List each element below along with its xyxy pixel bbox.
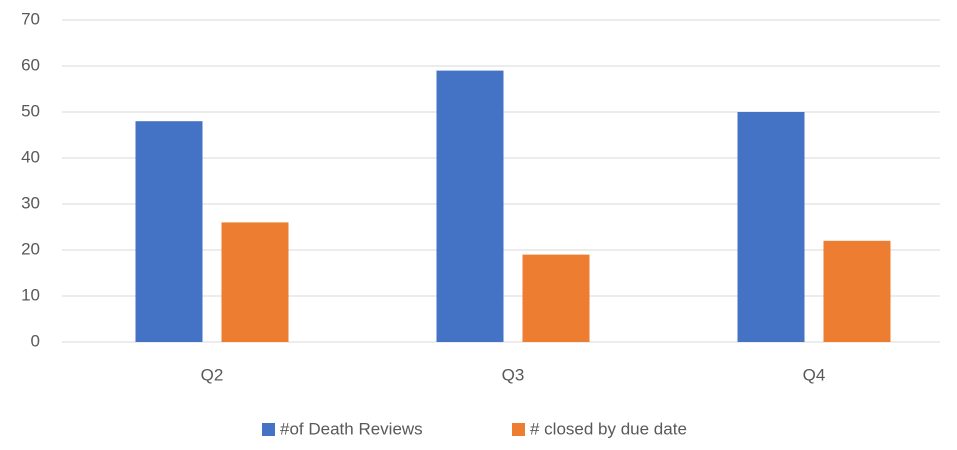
bar [522,254,590,342]
legend-label: #of Death Reviews [280,419,423,438]
y-tick-label: 40 [21,147,40,166]
x-tick-label: Q2 [201,365,224,384]
bar [737,112,805,342]
y-tick-label: 10 [21,285,40,304]
x-tick-label: Q4 [803,365,826,384]
y-tick-label: 70 [21,9,40,28]
legend-swatch [512,423,525,436]
x-tick-label: Q3 [502,365,525,384]
legend-label: # closed by due date [530,419,687,438]
y-tick-label: 30 [21,193,40,212]
bar [135,121,203,342]
y-tick-label: 0 [31,331,40,350]
bar [436,70,504,342]
y-tick-label: 50 [21,101,40,120]
legend-swatch [262,423,275,436]
y-tick-label: 60 [21,55,40,74]
y-tick-label: 20 [21,239,40,258]
bar [221,222,289,342]
bar [823,240,891,342]
